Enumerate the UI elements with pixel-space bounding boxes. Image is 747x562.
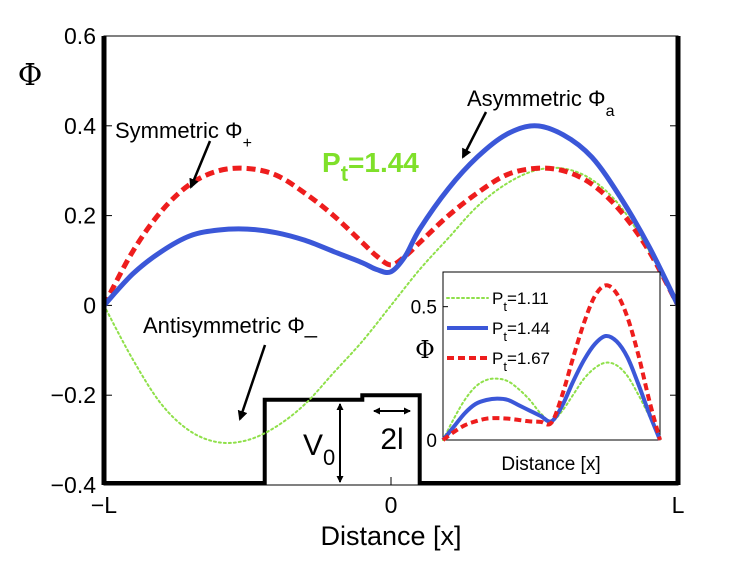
inset-plot-frame <box>442 271 661 441</box>
width-label: 2l <box>380 423 403 456</box>
asymmetric-annotation-text: Asymmetric Φ <box>467 86 606 111</box>
inset-legend-label: Pt=1.44 <box>492 319 550 344</box>
symmetric-arrow <box>189 140 212 189</box>
inset-x-axis-label: Distance [x] <box>501 454 600 475</box>
inset-legend: Pt=1.11 Pt=1.44 Pt=1.67 <box>446 289 550 374</box>
series-line-solid <box>102 123 681 308</box>
inset-y-tick-label: 0 <box>426 431 437 452</box>
symmetric-annotation: Symmetric Φ+ <box>115 118 252 152</box>
main-plot: −0.4 −0.2 0 0.2 0.4 0.6 −L 0 L Distance [x] Φ S… <box>18 23 685 551</box>
main-y-tick-label: 0.4 <box>64 113 96 139</box>
main-y-axis-label: Φ <box>18 58 43 93</box>
inset-y-ticks: 00.5 <box>411 298 448 452</box>
pt-label: Pt=1.44 <box>322 147 419 186</box>
pt-label-sub: t <box>341 161 349 186</box>
inset-series-line-dashed <box>441 283 662 442</box>
main-x-tick-label: 0 <box>385 492 398 518</box>
v0-label-main: V <box>303 429 323 462</box>
asymmetric-arrow <box>461 111 488 159</box>
inset-y-axis-label: Φ <box>415 336 435 364</box>
symmetric-annotation-sub: + <box>243 135 252 152</box>
inset-legend-label: Pt=1.11 <box>492 289 549 314</box>
main-x-tick-label: −L <box>91 492 117 518</box>
pt-label-value: =1.44 <box>348 147 419 178</box>
main-y-tick-label: −0.4 <box>51 472 97 498</box>
antisymmetric-annotation: Antisymmetric Φ_ <box>143 313 318 338</box>
main-x-axis-label: Distance [x] <box>320 521 461 551</box>
symmetric-annotation-text: Symmetric Φ <box>115 118 243 143</box>
main-series <box>101 123 681 444</box>
main-y-tick-label: 0 <box>83 292 96 318</box>
series-line-dashed <box>101 165 681 307</box>
main-y-tick-label: −0.2 <box>51 382 96 408</box>
main-x-ticks: −L 0 L <box>91 477 685 518</box>
main-x-tick-label: L <box>672 492 685 518</box>
main-y-tick-label: 0.2 <box>64 203 96 229</box>
main-y-tick-label: 0.6 <box>64 23 96 49</box>
asymmetric-annotation: Asymmetric Φa <box>467 86 615 120</box>
antisymmetric-arrow <box>237 344 267 421</box>
inset-y-tick-label: 0.5 <box>411 298 437 319</box>
asymmetric-annotation-sub: a <box>606 103 615 120</box>
pt-label-main: P <box>322 147 341 178</box>
v0-label-sub: 0 <box>323 445 335 470</box>
inset-legend-label: Pt=1.67 <box>492 349 550 374</box>
potential-profile-line <box>104 393 678 485</box>
v0-label: V0 <box>303 429 335 470</box>
inset-series <box>441 283 662 442</box>
main-y-ticks: −0.4 −0.2 0 0.2 0.4 0.6 <box>51 23 678 498</box>
